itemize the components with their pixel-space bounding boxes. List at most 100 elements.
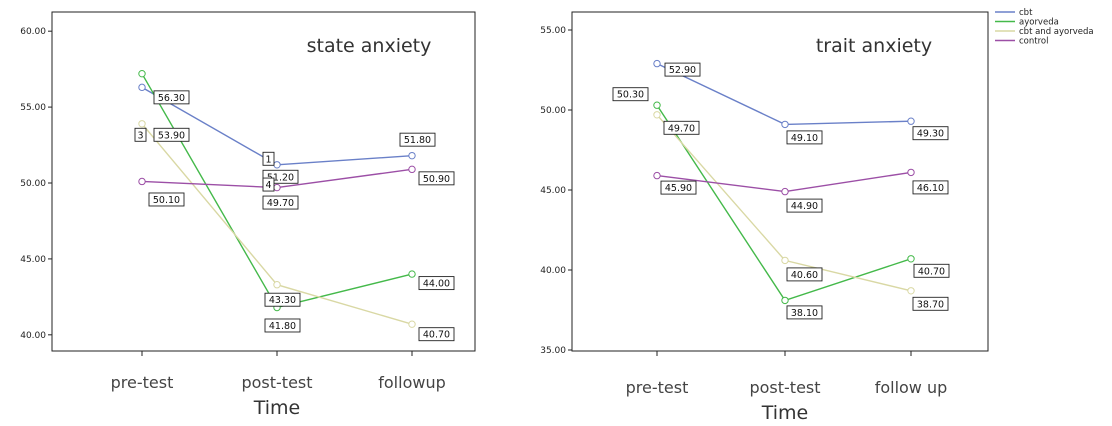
data-label: 49.70 <box>663 120 700 135</box>
data-label-text: 45.90 <box>665 183 692 194</box>
data-label-text: 43.30 <box>269 295 296 306</box>
data-label-text: 40.70 <box>918 266 945 277</box>
data-label-text: 53.90 <box>158 130 185 141</box>
data-label: 45.90 <box>660 180 697 195</box>
data-label: 50.30 <box>612 87 649 102</box>
data-label-text: 40.70 <box>423 330 450 341</box>
data-label-text: 44.00 <box>423 279 450 290</box>
data-label: 43.30 <box>264 292 301 307</box>
data-label-box <box>912 126 949 141</box>
data-label-box <box>262 177 275 192</box>
data-label-box <box>663 120 700 135</box>
data-label-text: 44.90 <box>791 201 818 212</box>
data-point-control <box>138 177 146 186</box>
data-point-ayorveda <box>138 69 146 78</box>
data-label: 38.70 <box>912 296 949 311</box>
data-label-text: 3 <box>137 130 143 141</box>
data-label: 49.10 <box>786 130 823 145</box>
data-label: 3 <box>134 127 147 142</box>
data-point-cbt-and-ayorveda <box>408 320 416 328</box>
y-tick-label: 50.00 <box>540 106 566 116</box>
data-point-cbt-and-ayorveda <box>653 111 661 119</box>
data-label-box <box>912 180 949 195</box>
data-label: 1 <box>262 151 275 166</box>
data-label: 50.90 <box>418 171 455 186</box>
x-tick-label-followup: followup <box>378 373 445 392</box>
data-label: 56.30 <box>153 90 190 105</box>
data-label-text: 46.10 <box>917 183 944 194</box>
data-label-box <box>262 151 275 166</box>
data-label-text: 50.90 <box>423 174 450 185</box>
data-label: 53.90 <box>153 127 190 142</box>
y-tick-label: 40.00 <box>540 266 566 276</box>
y-tick-label: 60.00 <box>20 27 46 37</box>
data-point-control <box>781 187 789 196</box>
series-line-cbt-and-ayorveda <box>656 114 912 292</box>
data-label: 40.70 <box>913 263 950 278</box>
y-tick-label: 55.00 <box>540 26 566 36</box>
data-label: 51.80 <box>399 132 436 147</box>
data-label-text: 40.60 <box>791 270 818 281</box>
data-point-control <box>408 165 416 174</box>
legend-entry-control: control <box>1019 37 1048 47</box>
legend-entry-cbt-and-ayorveda: cbt and ayorveda <box>1019 27 1094 37</box>
data-label-box <box>134 127 147 142</box>
data-point-cbt <box>653 59 661 68</box>
data-label-text: 50.30 <box>617 90 644 101</box>
legend-entry-ayorveda: ayorveda <box>1019 18 1059 28</box>
data-label-text: 52.90 <box>669 65 696 76</box>
plot-frame <box>571 11 989 352</box>
data-label: 50.10 <box>148 192 185 207</box>
data-label-box <box>148 192 185 207</box>
chart-state-anxiety: 40.00 45.00 50.00 55.00 60.00 pre-test post-te… <box>20 11 476 419</box>
data-label-box <box>264 292 301 307</box>
data-label-box <box>786 305 823 320</box>
y-tick-label: 45.00 <box>540 186 566 196</box>
data-label-box <box>786 130 823 145</box>
data-label-box <box>786 198 823 213</box>
data-label-text: 49.70 <box>267 198 294 209</box>
data-point-control <box>907 168 915 177</box>
y-tick-label: 40.00 <box>20 331 46 341</box>
x-axis-label: Time <box>253 397 301 419</box>
y-tick-label: 55.00 <box>20 103 46 113</box>
chart-title: state anxiety <box>307 35 432 57</box>
data-label-text: 49.10 <box>791 133 818 144</box>
data-label-text: 41.80 <box>269 321 296 332</box>
x-tick-label-pre-test: pre-test <box>626 378 689 397</box>
data-point-ayorveda <box>781 296 789 305</box>
data-label-box <box>913 263 950 278</box>
data-label-text: 56.30 <box>158 93 185 104</box>
legend-entry-cbt: cbt <box>1019 8 1033 18</box>
plot-frame <box>51 11 476 352</box>
data-label-box <box>912 296 949 311</box>
data-point-cbt <box>408 151 416 160</box>
data-label-text: 38.10 <box>791 308 818 319</box>
data-label-box <box>153 90 190 105</box>
data-label-box <box>399 132 436 147</box>
data-label-text: 49.70 <box>668 123 695 134</box>
x-tick-label-follow-up: follow up <box>875 378 948 397</box>
data-label: 40.60 <box>786 267 823 282</box>
data-label-box <box>418 327 455 342</box>
data-point-ayorveda <box>653 101 661 109</box>
data-label: 52.90 <box>664 62 701 77</box>
data-label-box <box>153 127 190 142</box>
y-tick-label: 45.00 <box>20 255 46 265</box>
data-label-text: 1 <box>265 154 271 165</box>
data-point-control <box>653 171 661 180</box>
data-point-cbt-and-ayorveda <box>138 120 146 128</box>
data-label: 4 <box>262 177 275 192</box>
data-label: 49.70 <box>262 195 299 210</box>
y-tick-label: 50.00 <box>20 179 46 189</box>
data-label-box <box>264 318 301 333</box>
data-label-box <box>418 276 455 291</box>
data-label-box <box>612 87 649 102</box>
chart-trait-anxiety: 35.00 40.00 45.00 50.00 55.00 pre-test post-te… <box>540 8 1093 424</box>
chart-title: trait anxiety <box>816 35 932 57</box>
x-tick-label-post-test: post-test <box>749 378 820 397</box>
x-axis-label: Time <box>761 402 809 424</box>
data-point-ayorveda <box>408 270 416 278</box>
data-label: 49.30 <box>912 126 949 141</box>
